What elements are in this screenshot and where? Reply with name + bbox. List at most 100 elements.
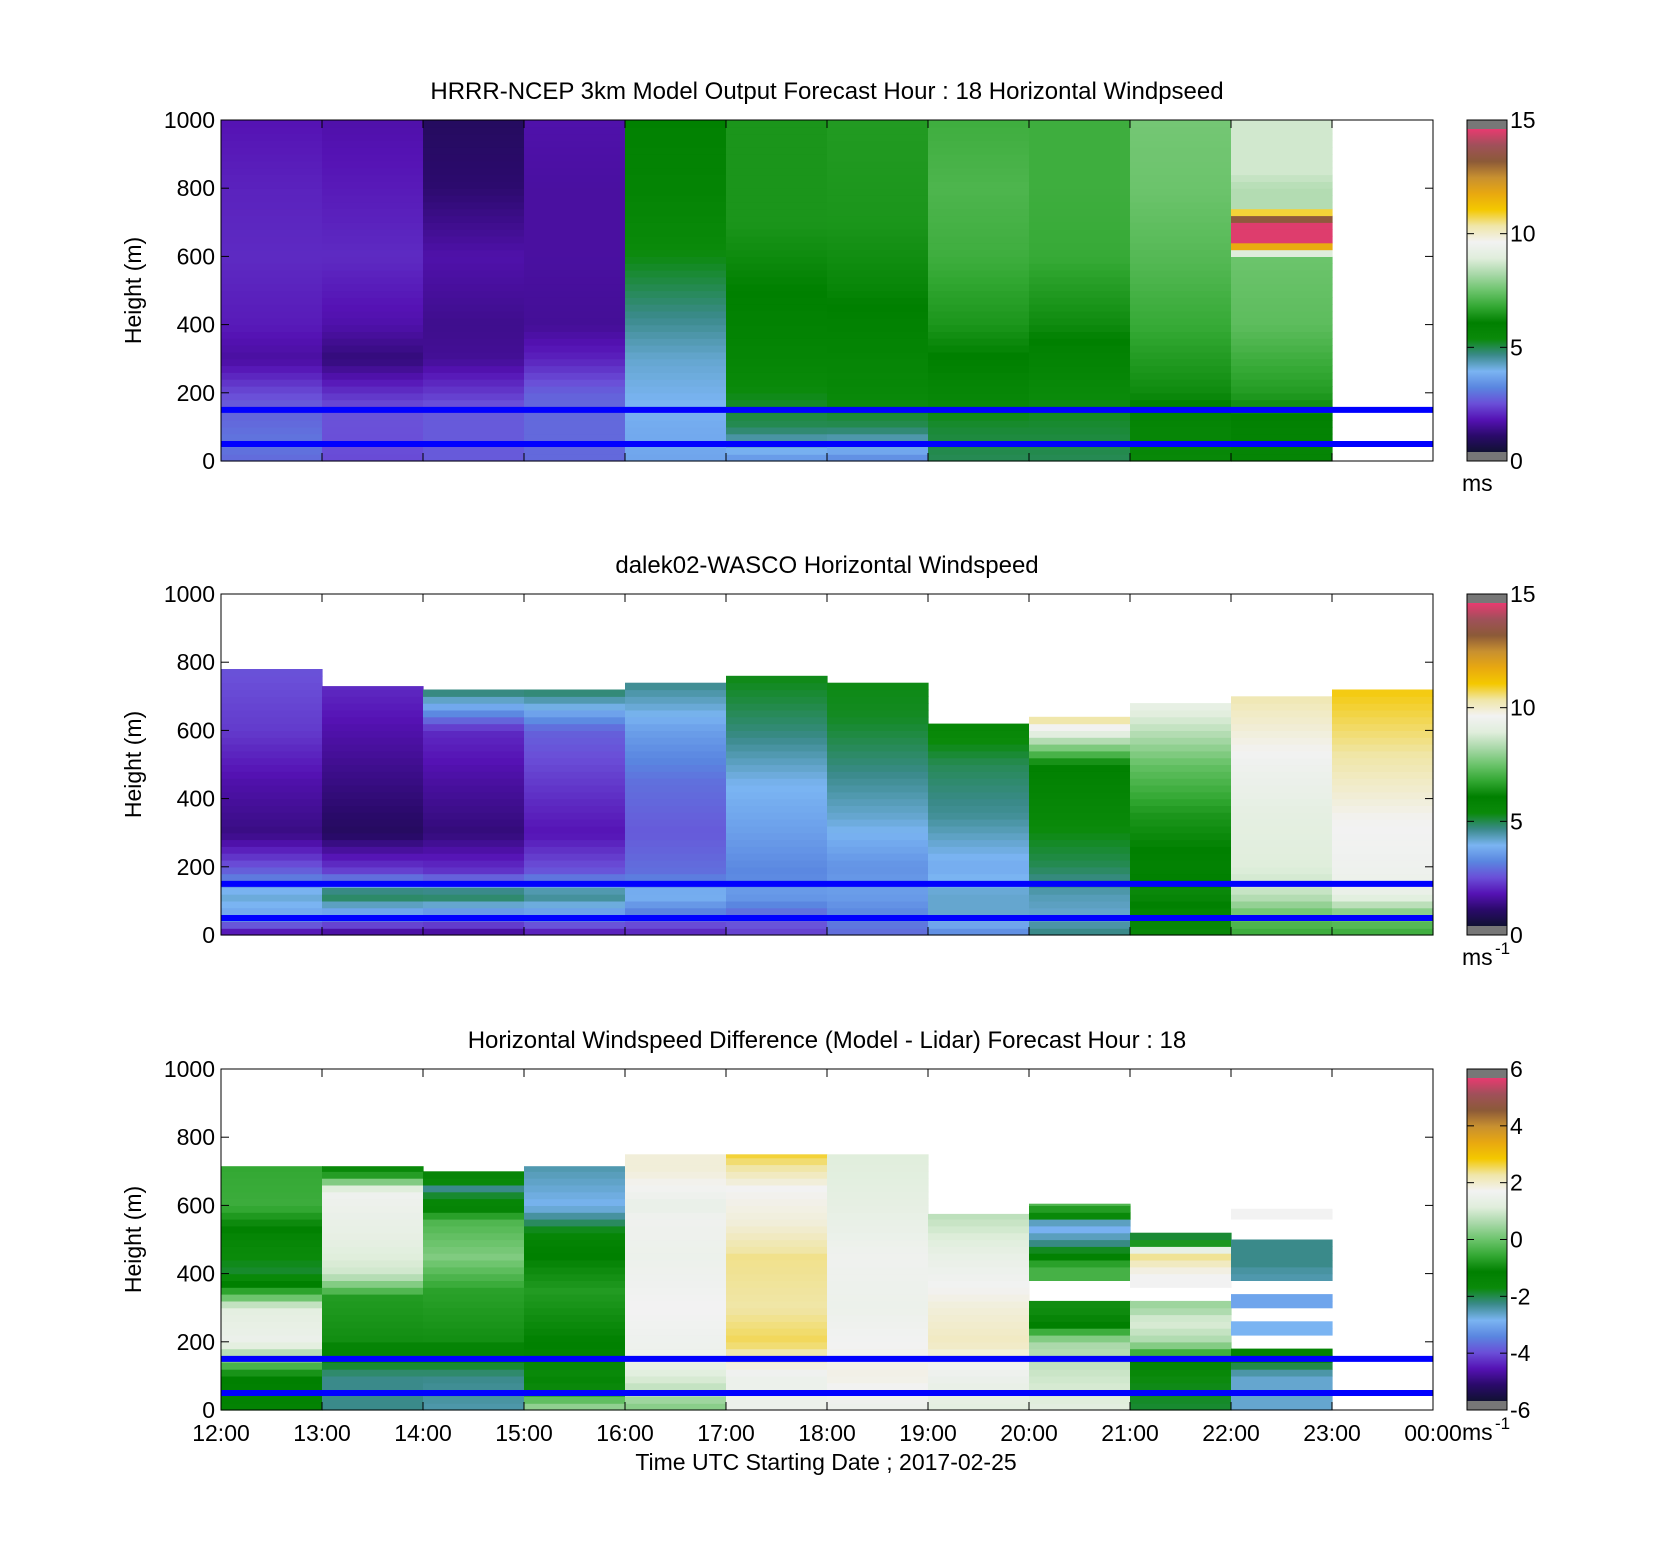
heatmap-cell bbox=[322, 689, 424, 697]
heatmap-cell bbox=[1029, 846, 1131, 854]
heatmap-cell bbox=[726, 1396, 828, 1404]
heatmap-cell bbox=[1130, 819, 1232, 827]
heatmap-cell bbox=[423, 791, 525, 800]
heatmap-cell bbox=[928, 420, 1030, 428]
heatmap-cell bbox=[827, 399, 929, 407]
heatmap-cell bbox=[423, 222, 525, 230]
heatmap-cell bbox=[827, 764, 929, 772]
heatmap-column bbox=[1231, 1208, 1333, 1411]
heatmap-cell bbox=[1029, 263, 1131, 271]
heatmap-cell bbox=[423, 1362, 525, 1370]
heatmap-cell bbox=[928, 900, 1030, 909]
heatmap-cell bbox=[827, 1328, 929, 1336]
heatmap-cell bbox=[928, 853, 1030, 861]
heatmap-cell bbox=[221, 426, 323, 435]
heatmap-cell bbox=[221, 1375, 323, 1384]
heatmap-cell bbox=[423, 846, 525, 854]
heatmap-cell bbox=[221, 1321, 323, 1329]
heatmap-cell bbox=[1332, 866, 1434, 875]
heatmap-cell bbox=[1130, 283, 1232, 292]
heatmap-cell bbox=[221, 928, 323, 936]
heatmap-cell bbox=[322, 317, 424, 326]
heatmap-cell bbox=[726, 1321, 828, 1329]
heatmap-cell bbox=[322, 1348, 424, 1356]
heatmap-cell bbox=[726, 454, 828, 462]
heatmap-cell bbox=[827, 454, 929, 462]
heatmap-cell bbox=[625, 1154, 727, 1159]
heatmap-cell bbox=[524, 188, 626, 196]
heatmap-cell bbox=[726, 771, 828, 779]
heatmap-cell bbox=[221, 372, 323, 380]
heatmap-cell bbox=[1130, 256, 1232, 264]
heatmap-cell bbox=[625, 365, 727, 373]
heatmap-cell bbox=[1130, 764, 1232, 772]
heatmap-cell bbox=[221, 1396, 323, 1404]
heatmap-cell bbox=[1130, 392, 1232, 401]
heatmap-cell bbox=[322, 133, 424, 141]
heatmap-cell bbox=[827, 1260, 929, 1268]
heatmap-cell bbox=[726, 1369, 828, 1377]
heatmap-cell bbox=[221, 1205, 323, 1213]
heatmap-cell bbox=[1332, 778, 1434, 786]
heatmap-cell bbox=[221, 1328, 323, 1336]
heatmap-cell bbox=[524, 853, 626, 861]
heatmap-cell bbox=[423, 819, 525, 827]
heatmap-cell bbox=[928, 413, 1030, 421]
heatmap-cell bbox=[322, 723, 424, 731]
heatmap-cell bbox=[221, 791, 323, 800]
x-tick-label: 22:00 bbox=[1202, 1420, 1260, 1446]
heatmap-cell bbox=[423, 413, 525, 421]
heatmap-cell bbox=[524, 839, 626, 847]
heatmap-cell bbox=[1029, 819, 1131, 827]
heatmap-cell bbox=[1332, 696, 1434, 704]
heatmap-cell bbox=[1231, 887, 1333, 895]
heatmap-cell bbox=[423, 900, 525, 909]
heatmap-cell bbox=[1231, 222, 1333, 230]
heatmap-cell bbox=[1029, 1205, 1131, 1213]
heatmap-cell bbox=[827, 1266, 929, 1275]
heatmap-cell bbox=[1029, 1239, 1131, 1247]
heatmap-cell bbox=[928, 778, 1030, 786]
heatmap-cell bbox=[625, 716, 727, 725]
heatmap-cell bbox=[827, 222, 929, 230]
heatmap-cell bbox=[928, 757, 1030, 766]
heatmap-cell bbox=[726, 825, 828, 834]
heatmap-cell bbox=[423, 866, 525, 875]
heatmap-cell bbox=[827, 1178, 929, 1186]
heatmap-cell bbox=[524, 1300, 626, 1309]
heatmap-cell bbox=[726, 703, 828, 711]
heatmap-cell bbox=[524, 235, 626, 244]
heatmap-cell bbox=[625, 750, 727, 759]
heatmap-cell bbox=[221, 778, 323, 786]
panel-2: 1000 800 600 400 200 0 dalek02-WASCO Horizonta… bbox=[120, 552, 1536, 970]
heatmap-cell bbox=[221, 900, 323, 909]
heatmap-cell bbox=[726, 1273, 828, 1281]
heatmap-cell bbox=[1029, 290, 1131, 298]
heatmap-column bbox=[322, 686, 424, 936]
heatmap-cell bbox=[1029, 208, 1131, 217]
heatmap-cell bbox=[221, 154, 323, 162]
heatmap-cell bbox=[1029, 331, 1131, 339]
heatmap-cell bbox=[524, 1369, 626, 1377]
heatmap-cell bbox=[625, 703, 727, 711]
heatmap-cell bbox=[1029, 379, 1131, 387]
heatmap-cell bbox=[221, 1171, 323, 1179]
heatmap-cell bbox=[322, 703, 424, 711]
heatmap-cell bbox=[827, 126, 929, 135]
heatmap bbox=[221, 1154, 1333, 1411]
heatmap-cell bbox=[928, 1232, 1030, 1241]
heatmap-cell bbox=[423, 907, 525, 916]
heatmap-cell bbox=[423, 358, 525, 367]
heatmap-column bbox=[524, 1166, 626, 1411]
heatmap-cell bbox=[928, 297, 1030, 305]
heatmap-cell bbox=[827, 1341, 929, 1350]
heatmap-cell bbox=[1029, 832, 1131, 841]
heatmap-cell bbox=[1231, 365, 1333, 373]
heatmap-cell bbox=[1231, 750, 1333, 759]
heatmap-cell bbox=[1130, 737, 1232, 745]
heatmap-cell bbox=[1029, 222, 1131, 230]
heatmap-cell bbox=[221, 311, 323, 319]
heatmap-cell bbox=[1231, 311, 1333, 319]
heatmap-cell bbox=[928, 1300, 1030, 1309]
heatmap-cell bbox=[524, 723, 626, 731]
